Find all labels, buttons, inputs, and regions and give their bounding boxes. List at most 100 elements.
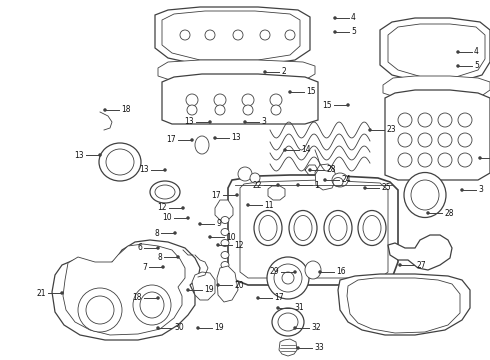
Polygon shape <box>240 180 388 278</box>
Text: 8: 8 <box>157 252 162 261</box>
Ellipse shape <box>60 291 64 295</box>
Ellipse shape <box>176 255 180 259</box>
Text: 28: 28 <box>444 208 454 217</box>
Ellipse shape <box>254 211 282 246</box>
Ellipse shape <box>214 94 226 106</box>
Polygon shape <box>215 200 233 220</box>
Ellipse shape <box>163 168 167 172</box>
Text: 23: 23 <box>386 126 395 135</box>
Ellipse shape <box>186 94 198 106</box>
Ellipse shape <box>438 133 452 147</box>
Ellipse shape <box>296 183 300 187</box>
Text: 13: 13 <box>231 134 241 143</box>
Text: 6: 6 <box>137 243 142 252</box>
Ellipse shape <box>221 261 229 269</box>
Ellipse shape <box>308 168 312 172</box>
Ellipse shape <box>418 133 432 147</box>
Ellipse shape <box>438 153 452 167</box>
Ellipse shape <box>456 64 460 68</box>
Text: 13: 13 <box>139 166 149 175</box>
Ellipse shape <box>398 113 412 127</box>
Text: 17: 17 <box>211 190 221 199</box>
Ellipse shape <box>324 211 352 246</box>
Ellipse shape <box>155 185 175 199</box>
Polygon shape <box>155 7 310 65</box>
Ellipse shape <box>426 211 430 215</box>
Ellipse shape <box>221 252 229 258</box>
Ellipse shape <box>363 216 381 240</box>
Text: 22: 22 <box>252 180 262 189</box>
Text: 15: 15 <box>306 87 316 96</box>
Text: 3: 3 <box>478 185 483 194</box>
Ellipse shape <box>190 138 194 142</box>
Ellipse shape <box>333 16 337 20</box>
Text: 16: 16 <box>336 267 345 276</box>
Text: 31: 31 <box>294 303 304 312</box>
Ellipse shape <box>285 30 295 40</box>
Ellipse shape <box>418 153 432 167</box>
Ellipse shape <box>363 186 367 190</box>
Ellipse shape <box>333 177 343 186</box>
Ellipse shape <box>140 292 164 318</box>
Ellipse shape <box>259 216 277 240</box>
Text: 27: 27 <box>416 261 426 270</box>
Ellipse shape <box>293 270 297 274</box>
Ellipse shape <box>221 216 229 224</box>
Text: 17: 17 <box>274 293 284 302</box>
Ellipse shape <box>186 288 190 292</box>
Text: 4: 4 <box>351 13 356 22</box>
Polygon shape <box>192 272 215 300</box>
Polygon shape <box>315 164 337 190</box>
Ellipse shape <box>250 173 260 183</box>
Polygon shape <box>279 339 297 356</box>
Ellipse shape <box>256 296 260 300</box>
Ellipse shape <box>150 181 180 203</box>
Polygon shape <box>380 18 490 82</box>
Text: 18: 18 <box>121 105 130 114</box>
Ellipse shape <box>243 120 247 124</box>
Ellipse shape <box>243 105 253 115</box>
Text: 5: 5 <box>474 62 479 71</box>
Text: 17: 17 <box>167 135 176 144</box>
Polygon shape <box>388 235 452 270</box>
Ellipse shape <box>78 288 122 332</box>
Ellipse shape <box>276 183 280 187</box>
Polygon shape <box>385 90 490 180</box>
Ellipse shape <box>173 231 177 235</box>
Ellipse shape <box>208 235 212 239</box>
Text: 2: 2 <box>281 68 286 77</box>
Ellipse shape <box>99 143 141 181</box>
Ellipse shape <box>404 172 446 217</box>
Ellipse shape <box>305 261 321 279</box>
Text: 12: 12 <box>234 240 244 249</box>
Ellipse shape <box>195 136 209 154</box>
Text: 10: 10 <box>226 233 236 242</box>
Ellipse shape <box>274 264 302 292</box>
Polygon shape <box>52 240 200 340</box>
Ellipse shape <box>278 313 298 331</box>
Text: 4: 4 <box>474 48 479 57</box>
Ellipse shape <box>271 105 281 115</box>
Ellipse shape <box>272 308 304 336</box>
Ellipse shape <box>398 133 412 147</box>
Ellipse shape <box>398 263 402 267</box>
Polygon shape <box>162 11 300 60</box>
Ellipse shape <box>276 306 280 310</box>
Ellipse shape <box>161 265 165 269</box>
Polygon shape <box>338 274 470 335</box>
Ellipse shape <box>216 243 220 247</box>
Text: 9: 9 <box>216 220 221 229</box>
Text: 19: 19 <box>214 324 223 333</box>
Polygon shape <box>162 74 318 124</box>
Ellipse shape <box>329 216 347 240</box>
Ellipse shape <box>458 133 472 147</box>
Text: 28: 28 <box>326 166 336 175</box>
Ellipse shape <box>283 148 287 152</box>
Ellipse shape <box>358 211 386 246</box>
Ellipse shape <box>180 30 190 40</box>
Polygon shape <box>383 76 490 97</box>
Ellipse shape <box>242 94 254 106</box>
Text: 13: 13 <box>74 150 84 159</box>
Ellipse shape <box>198 222 202 226</box>
Text: 15: 15 <box>322 100 332 109</box>
